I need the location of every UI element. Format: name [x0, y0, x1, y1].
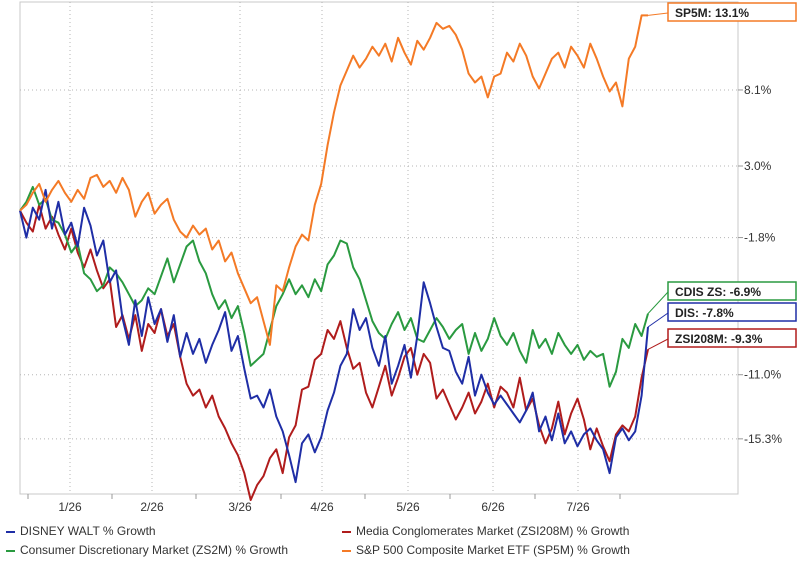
legend-swatch [342, 530, 351, 533]
y-tick-label: 8.1% [744, 83, 772, 97]
plot-area [19, 1, 739, 495]
x-axis: 1/26 2/26 3/26 4/26 5/26 6/26 7/26 [27, 494, 621, 514]
series-lines [19, 14, 649, 501]
end-label-connector [647, 12, 669, 16]
x-tick-label: 3/26 [228, 500, 252, 514]
legend-item-disney: DISNEY WALT % Growth [6, 524, 156, 538]
y-tick-label: -11.0% [744, 368, 781, 382]
end-label-text: SP5M: 13.1% [675, 6, 749, 20]
end-label-box [667, 302, 797, 322]
series-line-2 [19, 185, 649, 388]
x-tick-label: 6/26 [481, 500, 505, 514]
legend-label: Media Conglomerates Market (ZSI208M) % G… [356, 524, 630, 538]
legend-item-media: Media Conglomerates Market (ZSI208M) % G… [342, 524, 629, 538]
end-label-connector [647, 291, 669, 314]
end-label-1: ZSI208M: -9.3% [647, 328, 797, 350]
x-tick-label: 4/26 [310, 500, 334, 514]
series-line-0 [19, 188, 649, 484]
end-label-text: ZSI208M: -9.3% [675, 332, 763, 346]
end-label-3: SP5M: 13.1% [647, 2, 797, 22]
end-label-0: DIS: -7.8% [647, 302, 797, 328]
legend-item-consumer: Consumer Discretionary Market (ZS2M) % G… [6, 543, 288, 557]
legend-swatch [6, 549, 15, 552]
x-tick-label: 7/26 [566, 500, 590, 514]
legend-swatch [6, 530, 15, 533]
end-label-text: DIS: -7.8% [675, 306, 734, 320]
series-line-3 [19, 14, 648, 346]
y-tick-label: 3.0% [744, 159, 772, 173]
end-label-connector [647, 312, 669, 328]
end-label-2: CDIS ZS: -6.9% [647, 281, 797, 314]
legend-label: DISNEY WALT % Growth [20, 524, 156, 538]
end-label-connector [647, 338, 669, 350]
legend-label: S&P 500 Composite Market ETF (SP5M) % Gr… [356, 543, 630, 557]
end-label-box [667, 328, 797, 348]
end-label-box [667, 281, 797, 301]
y-tick-label: -1.8% [744, 231, 776, 245]
x-tick-label: 2/26 [140, 500, 164, 514]
end-label-box [667, 2, 797, 22]
y-axis: 8.1% 3.0% -1.8% -11.0% -15.3% [738, 83, 782, 446]
x-tick-label: 5/26 [396, 500, 420, 514]
legend-label: Consumer Discretionary Market (ZS2M) % G… [20, 543, 289, 557]
end-labels: SP5M: 13.1% CDIS ZS: -6.9% DIS: -7.8% ZSI20… [647, 2, 797, 350]
y-tick-label: -15.3% [744, 432, 782, 446]
end-label-text: CDIS ZS: -6.9% [675, 285, 761, 299]
legend-swatch [342, 549, 351, 552]
legend-item-sp500: S&P 500 Composite Market ETF (SP5M) % Gr… [342, 543, 630, 557]
x-tick-label: 1/26 [58, 500, 82, 514]
